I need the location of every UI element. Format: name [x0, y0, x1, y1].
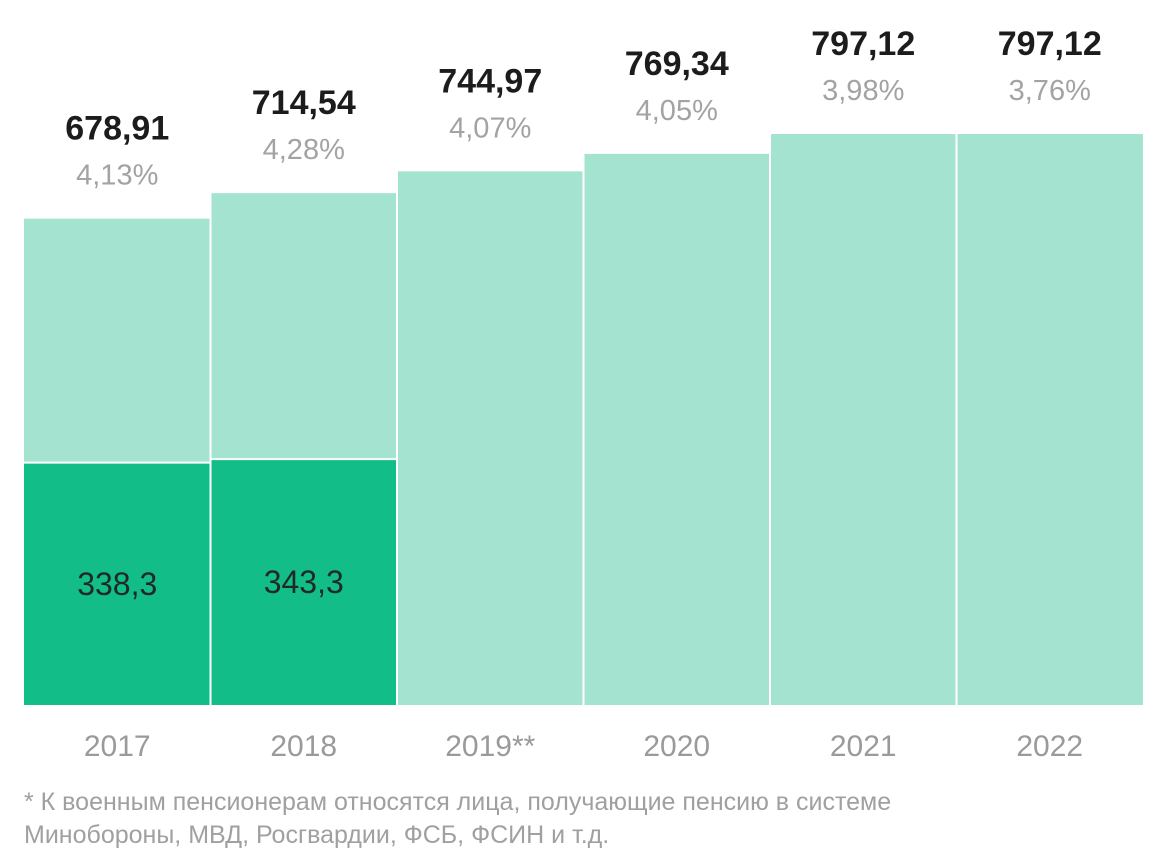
percent-label: 4,28%	[263, 134, 345, 166]
total-bar	[583, 153, 770, 706]
percent-label: 4,13%	[76, 160, 158, 192]
x-tick-label: 2017	[84, 730, 151, 763]
footnote: * К военным пенсионерам относятся лица, …	[24, 788, 892, 849]
total-bar	[397, 171, 584, 705]
x-tick-label: 2021	[830, 730, 897, 763]
inner-bar	[210, 459, 397, 705]
total-bar	[770, 134, 957, 705]
inner-value-label: 343,3	[264, 564, 344, 600]
total-value-label: 744,97	[438, 62, 542, 100]
percent-label: 3,98%	[822, 75, 904, 107]
total-value-label: 797,12	[998, 25, 1102, 63]
percent-label: 4,07%	[449, 112, 531, 144]
x-tick-label: 2019**	[445, 730, 535, 763]
inner-bar	[24, 462, 211, 705]
x-tick-label: 2020	[643, 730, 710, 763]
total-value-label: 678,91	[65, 110, 169, 148]
x-tick-label: 2018	[270, 730, 337, 763]
total-value-label: 769,34	[625, 45, 729, 83]
x-tick-label: 2022	[1016, 730, 1083, 763]
total-bar	[956, 134, 1143, 705]
percent-label: 4,05%	[636, 95, 718, 127]
percent-label: 3,76%	[1009, 75, 1091, 107]
total-value-label: 714,54	[252, 84, 356, 122]
total-value-label: 797,12	[811, 25, 915, 63]
inner-value-label: 338,3	[77, 566, 157, 602]
